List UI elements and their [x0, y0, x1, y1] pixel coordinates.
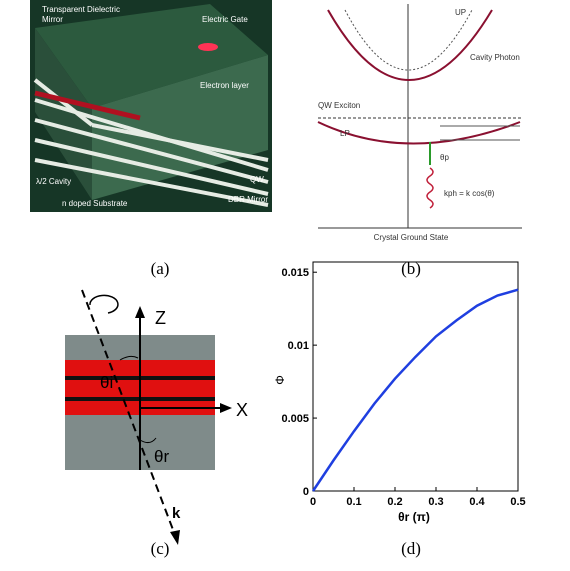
caption: (a): [151, 259, 170, 278]
label: λ/2 Cavity: [36, 177, 71, 186]
k-line: [81, 289, 176, 536]
arrowhead: [220, 403, 232, 413]
label: QW Exciton: [318, 101, 360, 110]
caption: (b): [401, 259, 421, 278]
label: k: [172, 505, 181, 522]
y-tick-label: 0: [303, 486, 309, 498]
panel-c: Z X θi θr k (c): [65, 289, 248, 558]
stripe: [34, 158, 269, 207]
label: QW: [250, 175, 264, 184]
data-line: [311, 288, 519, 492]
stripe: [34, 138, 269, 196]
panel-b: UP Cavity Photon QW Exciton LP θp kph = …: [317, 4, 522, 278]
label: Mirror: [42, 15, 63, 24]
angle-arc: [119, 355, 139, 361]
label: X: [236, 400, 248, 420]
top-face: [35, 4, 268, 108]
label: Z: [155, 308, 166, 328]
stripe: [33, 78, 94, 127]
plot-frame: [312, 261, 519, 492]
y-tick-label: 0.01: [288, 340, 309, 352]
label: θr: [154, 447, 169, 466]
cavity-photon-curve: [344, 9, 473, 71]
panel-a: Transparent Dielectric Mirror Electric G…: [30, 0, 272, 278]
x-tick-label: 0.2: [387, 496, 402, 508]
label: Electric Gate: [202, 15, 248, 24]
x-tick-label: 0: [310, 496, 316, 508]
angle-arc: [139, 437, 157, 444]
y-tick-label: 0.015: [281, 267, 309, 279]
label: n doped Substrate: [62, 199, 128, 208]
gate: [198, 43, 218, 51]
x-tick-label: 0.4: [469, 496, 485, 508]
photon-wave: [426, 167, 434, 209]
panel-d: Φ θr (π) (d) 0 0.005 0.01 0.015 0 0.1 0.2 0.3 0.…: [273, 261, 526, 558]
label: θi: [100, 373, 113, 392]
stripe: [34, 118, 269, 184]
x-tick-label: 0.1: [346, 496, 361, 508]
caption: (c): [151, 539, 170, 558]
dbr-stripes: [33, 78, 269, 207]
y-tick-label: 0.005: [281, 413, 309, 425]
rotation-arrow: [89, 294, 119, 314]
label: Transparent Dielectric: [42, 5, 120, 14]
label: Crystal Ground State: [374, 233, 449, 242]
label: kph = k cos(θ): [444, 189, 495, 198]
label: UP: [455, 8, 466, 17]
lp-curve: [317, 121, 521, 145]
up-curve: [327, 9, 493, 81]
x-tick-label: 0.3: [428, 496, 443, 508]
x-axis-label: θr (π): [398, 510, 430, 524]
left-face: [35, 28, 92, 200]
label: Electron layer: [200, 81, 249, 90]
arrowhead: [170, 530, 180, 545]
x-tick-label: 0.5: [510, 496, 525, 508]
cavity-layer: [34, 90, 141, 121]
label: θp: [440, 153, 449, 162]
label: DBR Mirror: [228, 195, 268, 204]
y-axis-label: Φ: [273, 375, 287, 385]
caption: (d): [401, 539, 421, 558]
label: Cavity Photon: [470, 53, 520, 62]
label: LP: [340, 129, 350, 138]
stripe: [34, 98, 269, 172]
arrowhead: [135, 306, 145, 318]
